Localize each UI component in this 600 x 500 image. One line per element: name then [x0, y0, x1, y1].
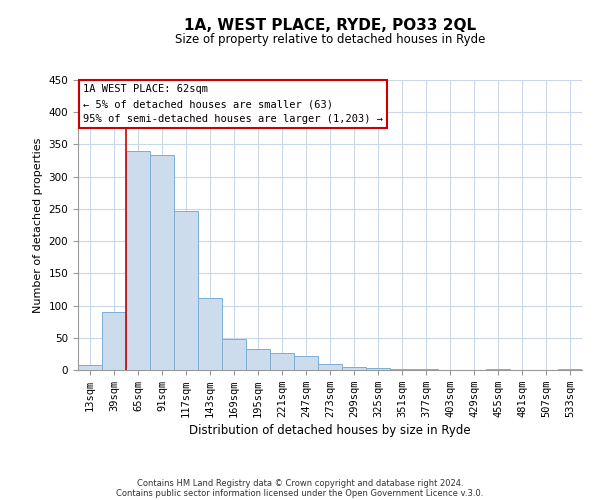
Bar — [294, 356, 318, 370]
Text: Size of property relative to detached houses in Ryde: Size of property relative to detached ho… — [175, 32, 485, 46]
Bar — [150, 156, 174, 370]
Bar — [102, 312, 126, 370]
Bar — [78, 366, 102, 370]
Bar — [246, 350, 270, 370]
Bar — [126, 151, 150, 370]
Bar — [222, 339, 246, 370]
Text: 1A WEST PLACE: 62sqm
← 5% of detached houses are smaller (63)
95% of semi-detach: 1A WEST PLACE: 62sqm ← 5% of detached ho… — [83, 84, 383, 124]
Bar — [414, 368, 438, 370]
X-axis label: Distribution of detached houses by size in Ryde: Distribution of detached houses by size … — [189, 424, 471, 437]
Text: Contains public sector information licensed under the Open Government Licence v.: Contains public sector information licen… — [116, 488, 484, 498]
Bar — [342, 367, 366, 370]
Bar — [174, 212, 198, 370]
Bar — [318, 364, 342, 370]
Text: 1A, WEST PLACE, RYDE, PO33 2QL: 1A, WEST PLACE, RYDE, PO33 2QL — [184, 18, 476, 32]
Text: Contains HM Land Registry data © Crown copyright and database right 2024.: Contains HM Land Registry data © Crown c… — [137, 478, 463, 488]
Y-axis label: Number of detached properties: Number of detached properties — [33, 138, 43, 312]
Bar — [270, 353, 294, 370]
Bar — [198, 298, 222, 370]
Bar — [366, 368, 390, 370]
